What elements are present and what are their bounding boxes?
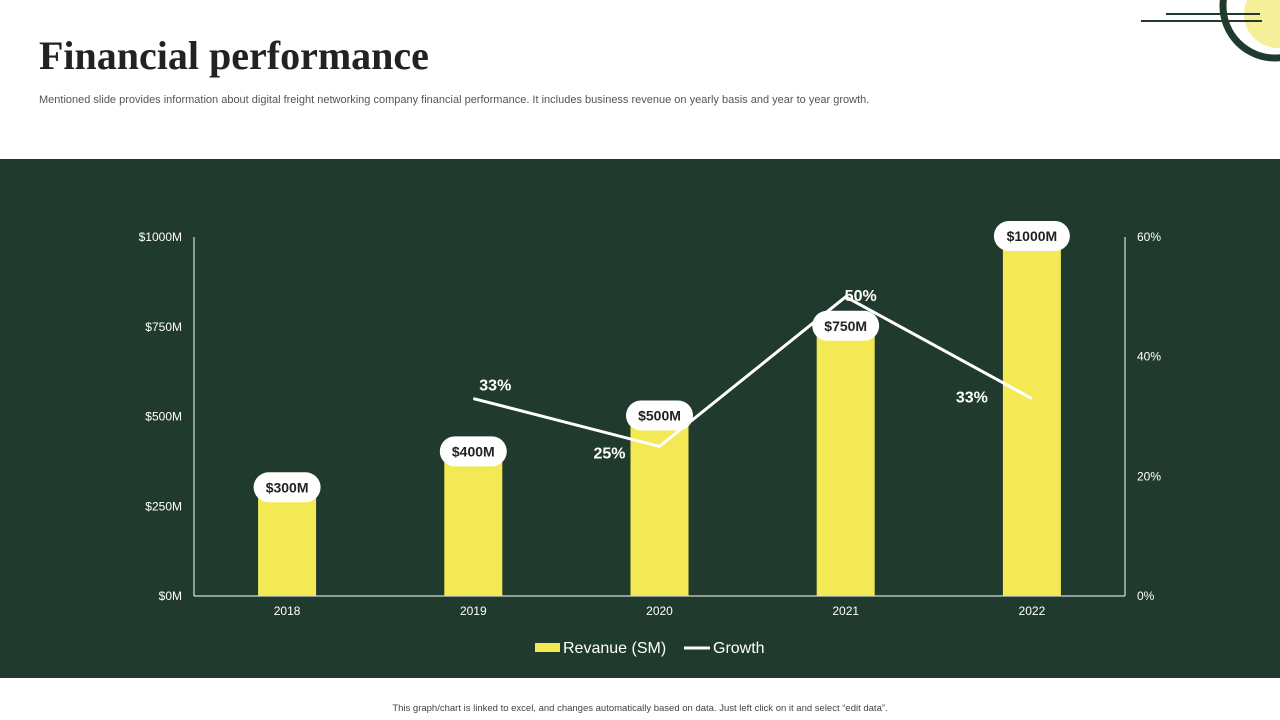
bar-data-label-bubble xyxy=(439,436,507,467)
y-left-tick-label: $1000M xyxy=(139,230,182,244)
bar-data-label-bubble xyxy=(812,310,880,341)
legend-label-revenue: Revanue (SM) xyxy=(563,640,666,657)
bar xyxy=(630,416,689,596)
bar-data-label: $300M xyxy=(266,479,309,495)
y-left-tick-label: $750M xyxy=(145,320,182,334)
y-right-tick-label: 0% xyxy=(1137,589,1155,603)
bar xyxy=(816,326,875,596)
x-tick-label: 2019 xyxy=(460,604,487,618)
bar-data-label: $1000M xyxy=(1007,228,1058,244)
legend-swatch-revenue xyxy=(535,643,560,652)
decor-yellow-circle xyxy=(1244,0,1280,48)
decor-ring xyxy=(1219,0,1280,62)
x-tick-label: 2020 xyxy=(646,604,673,618)
bar xyxy=(258,488,317,596)
y-right-tick-label: 40% xyxy=(1137,350,1161,364)
bar-data-label-bubble xyxy=(253,472,321,503)
bar-data-label: $750M xyxy=(824,318,867,334)
bar-data-label: $500M xyxy=(638,408,681,424)
y-left-tick-label: $0M xyxy=(159,589,182,603)
bar xyxy=(1002,237,1061,596)
bar xyxy=(444,452,503,596)
y-left-tick-label: $500M xyxy=(145,410,182,424)
x-tick-label: 2022 xyxy=(1019,604,1046,618)
y-left-tick-label: $250M xyxy=(145,499,182,513)
growth-line xyxy=(472,295,1033,449)
page-subtitle: Mentioned slide provides information abo… xyxy=(39,94,870,106)
bar-data-label-bubble xyxy=(626,400,693,431)
footnote: This graph/chart is linked to excel, and… xyxy=(392,703,888,714)
growth-data-label: 50% xyxy=(845,288,877,305)
decor-corner xyxy=(1141,0,1280,62)
x-tick-label: 2021 xyxy=(832,604,859,618)
y-right-tick-label: 60% xyxy=(1137,230,1161,244)
bar-data-label-bubble xyxy=(993,221,1070,251)
growth-data-label: 25% xyxy=(593,445,625,462)
growth-data-label: 33% xyxy=(479,378,511,395)
bar-data-label: $400M xyxy=(452,443,495,459)
y-right-tick-label: 20% xyxy=(1137,469,1161,483)
growth-data-label: 33% xyxy=(956,390,988,407)
legend-label-growth: Growth xyxy=(713,640,765,657)
x-tick-label: 2018 xyxy=(274,604,301,618)
page-title: Financial performance xyxy=(39,33,429,78)
